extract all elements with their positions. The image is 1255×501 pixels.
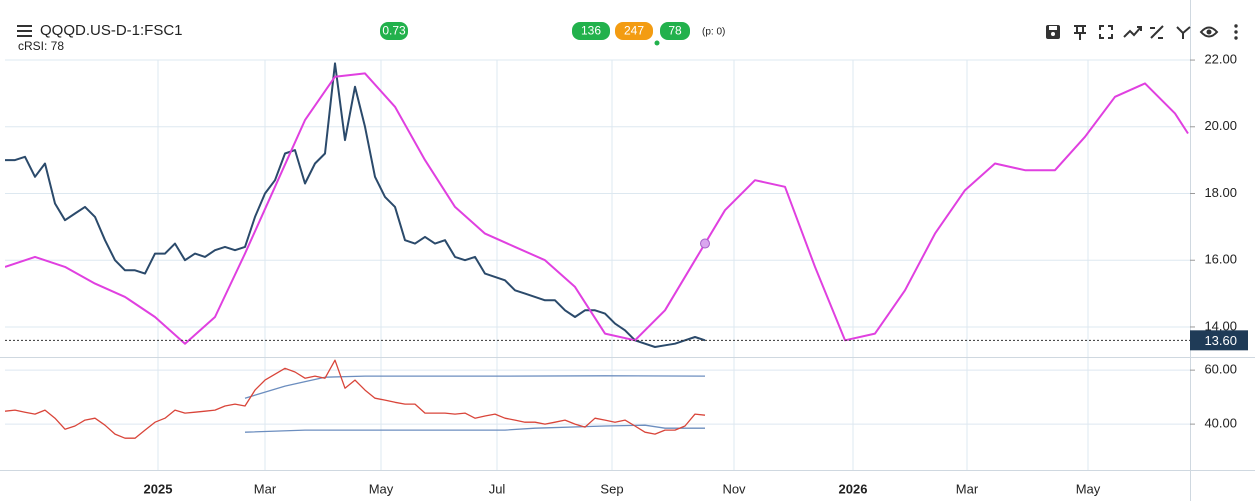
trend-icon[interactable] xyxy=(1123,26,1142,38)
mark-layer xyxy=(5,62,1190,439)
x-tick-label: 2025 xyxy=(144,481,173,496)
fullscreen-icon[interactable] xyxy=(1099,25,1113,39)
badge-text: 247 xyxy=(624,24,644,38)
x-tick-label: Nov xyxy=(722,481,746,496)
series-line xyxy=(244,375,706,399)
y-tick-label: 16.00 xyxy=(1204,252,1237,267)
x-tick-label: Jul xyxy=(489,481,506,496)
y-tick-label: 60.00 xyxy=(1204,362,1237,377)
save-icon[interactable] xyxy=(1046,25,1060,39)
badge-text: 0.73 xyxy=(382,24,406,38)
y-tick-label: 40.00 xyxy=(1204,416,1237,431)
menu-icon[interactable] xyxy=(17,25,32,37)
eye-icon[interactable] xyxy=(1199,26,1219,38)
series-line xyxy=(244,424,705,433)
header: QQQD.US-D-1:FSC1 cRSI: 78 0.73 136 247 78 (… xyxy=(17,22,1238,53)
badge xyxy=(572,22,610,40)
note: (p: 0) xyxy=(702,27,725,38)
pin-icon[interactable] xyxy=(1074,25,1086,40)
more-icon[interactable] xyxy=(1234,24,1238,40)
badges: 0.73 136 247 78 xyxy=(380,22,690,40)
badge-text: 136 xyxy=(581,24,601,38)
chart-title: QQQD.US-D-1:FSC1 xyxy=(40,22,183,39)
series-line xyxy=(5,62,706,348)
y-tick-label: 18.00 xyxy=(1204,185,1237,200)
badge xyxy=(660,22,690,40)
indicator-label: cRSI: 78 xyxy=(18,39,64,53)
axis-layer: 2025 Mar May Jul Sep Nov 2026 Mar May 14.00 16.00 1… xyxy=(144,51,1248,496)
fork-icon[interactable] xyxy=(1176,26,1191,39)
x-tick-label: Mar xyxy=(254,481,277,496)
draw-icon[interactable] xyxy=(1150,25,1164,39)
current-price-label: 13.60 xyxy=(1204,333,1237,348)
status-dot xyxy=(654,40,660,46)
series-line xyxy=(5,359,706,439)
x-tick-label: 2026 xyxy=(839,481,868,496)
series-line xyxy=(5,72,1189,345)
x-tick-label: May xyxy=(1076,481,1101,496)
badge xyxy=(615,22,653,40)
cycle-marker xyxy=(700,238,710,249)
current-price-box xyxy=(1190,330,1248,351)
badge xyxy=(380,22,408,40)
x-tick-label: Sep xyxy=(600,481,623,496)
x-tick-label: May xyxy=(369,481,394,496)
y-tick-label: 20.00 xyxy=(1204,118,1237,133)
x-tick-label: Mar xyxy=(956,481,979,496)
grid-layer xyxy=(5,59,1190,470)
toolbar xyxy=(1046,24,1238,40)
badge-text: 78 xyxy=(668,24,682,38)
y-tick-label: 14.00 xyxy=(1204,318,1237,333)
y-tick-label: 22.00 xyxy=(1204,51,1237,66)
